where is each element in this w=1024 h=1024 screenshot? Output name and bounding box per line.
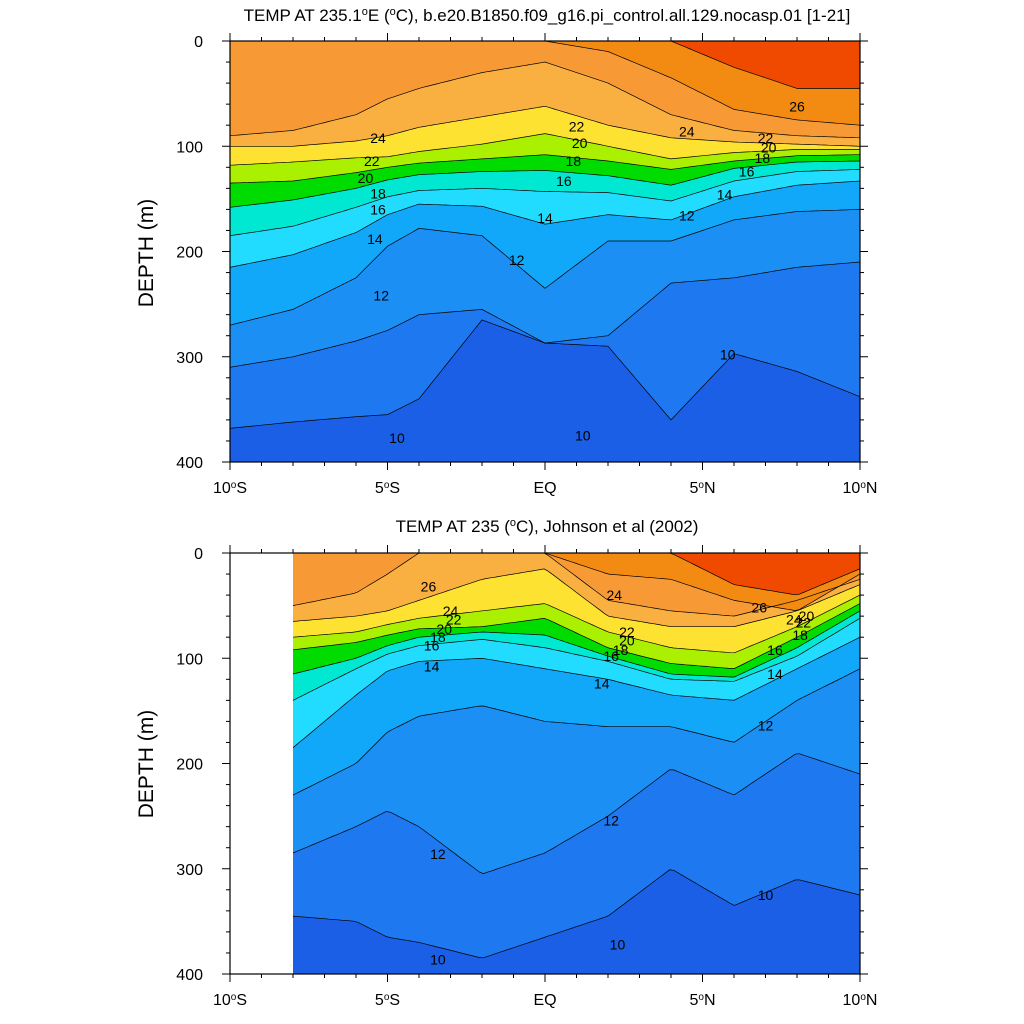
chart-title-observations: TEMP AT 235 (oC), Johnson et al (2002) xyxy=(396,517,699,536)
y-tick-label: 400 xyxy=(176,455,203,472)
contour-label: 20 xyxy=(436,621,452,637)
y-tick-label: 100 xyxy=(176,139,203,156)
contour-label: 26 xyxy=(421,579,437,595)
panel-model: 2422201816141212222018161424262220181614… xyxy=(135,6,877,497)
contour-label: 20 xyxy=(572,135,588,151)
contour-line-25 xyxy=(229,61,861,139)
contour-label: 24 xyxy=(443,603,459,619)
contour-label: 16 xyxy=(603,648,619,664)
x-tick-label: EQ xyxy=(533,992,556,1009)
contour-label: 16 xyxy=(370,201,386,217)
contour-label: 18 xyxy=(792,627,808,643)
contour-line-16 xyxy=(229,169,861,237)
contour-label: 22 xyxy=(364,153,380,169)
contour-label: 20 xyxy=(619,632,635,648)
contour-line-20 xyxy=(229,154,860,184)
y-tick-label: 200 xyxy=(176,757,203,774)
y-tick-label: 400 xyxy=(176,967,203,984)
y-tick-label: 200 xyxy=(176,245,203,262)
contour-label: 22 xyxy=(446,611,462,627)
contour-label: 14 xyxy=(717,187,733,203)
contour-label: 18 xyxy=(370,186,386,202)
contour-line-12 xyxy=(229,209,861,326)
contour-label: 12 xyxy=(679,208,695,224)
contour-label: 22 xyxy=(569,118,585,134)
x-tick-label: 10oS xyxy=(213,480,247,498)
contour-label: 24 xyxy=(679,124,695,140)
contour-label: 26 xyxy=(789,98,805,114)
y-tick-label: 300 xyxy=(176,350,203,367)
contour-label: 18 xyxy=(755,150,771,166)
contour-line-22 xyxy=(292,594,861,654)
contour-label: 10 xyxy=(389,430,405,446)
contour-line-24 xyxy=(230,105,861,147)
x-tick-label: EQ xyxy=(533,480,556,497)
x-tick-label: 10oN xyxy=(843,480,878,498)
chart-title-model: TEMP AT 235.1oE (oC), b.e20.B1850.f09_g1… xyxy=(244,6,851,25)
x-tick-label: 5oN xyxy=(689,992,715,1010)
y-tick-label: 300 xyxy=(176,862,203,879)
y-tick-label: 0 xyxy=(194,34,203,51)
contour-label: 24 xyxy=(786,611,802,627)
contour-label: 10 xyxy=(575,428,591,444)
contour-label: 10 xyxy=(720,347,736,363)
contour-label: 14 xyxy=(367,231,383,247)
contour-label: 14 xyxy=(767,666,783,682)
contour-label: 12 xyxy=(603,812,619,828)
contour-label: 14 xyxy=(594,676,610,692)
contour-line-20 xyxy=(292,603,861,669)
contour-label: 24 xyxy=(370,130,386,146)
contour-label: 12 xyxy=(509,252,525,268)
contour-label: 10 xyxy=(610,937,626,953)
y-axis-label-model: DEPTH (m) xyxy=(135,199,158,308)
y-tick-label: 0 xyxy=(194,546,203,563)
contour-label: 20 xyxy=(358,170,374,186)
contour-line-25 xyxy=(292,552,861,617)
panel-observations: 2624222018161424222018161426242220181614… xyxy=(135,517,877,1009)
contour-label: 16 xyxy=(424,638,440,654)
contour-label: 16 xyxy=(767,642,783,658)
contour-label: 24 xyxy=(607,587,623,603)
contour-line-11 xyxy=(292,753,861,874)
contour-label: 10 xyxy=(758,887,774,903)
contour-line-14 xyxy=(292,636,861,748)
contour-label: 14 xyxy=(537,210,553,226)
contour-line-18 xyxy=(292,610,861,678)
x-tick-label: 10oN xyxy=(843,992,878,1010)
contour-label: 20 xyxy=(799,608,815,624)
contour-label: 10 xyxy=(430,951,446,967)
contour-label: 14 xyxy=(424,659,440,675)
contour-label: 26 xyxy=(751,600,767,616)
y-tick-label: 100 xyxy=(176,651,203,668)
x-tick-label: 5oN xyxy=(689,480,715,498)
contour-label: 16 xyxy=(556,173,572,189)
x-tick-label: 10oS xyxy=(213,992,247,1010)
x-tick-label: 5oS xyxy=(375,480,400,498)
contour-label: 18 xyxy=(566,153,582,169)
contour-fill-27 xyxy=(293,553,860,595)
y-axis-label-observations: DEPTH (m) xyxy=(135,710,158,819)
contour-label: 12 xyxy=(758,718,774,734)
x-tick-label: 5oS xyxy=(375,992,400,1010)
contour-line-10 xyxy=(292,869,861,959)
contour-line-12 xyxy=(292,668,861,796)
contour-label: 22 xyxy=(758,130,774,146)
contour-label: 12 xyxy=(373,288,389,304)
contour-label: 18 xyxy=(430,629,446,645)
contour-line-11 xyxy=(229,261,861,368)
contour-label: 12 xyxy=(430,846,446,862)
contour-label: 18 xyxy=(613,642,629,658)
contour-label: 16 xyxy=(739,164,755,180)
contour-fill-27 xyxy=(230,41,860,89)
contour-label: 22 xyxy=(619,624,635,640)
contour-line-22 xyxy=(229,133,860,166)
contour-line-24 xyxy=(292,568,861,628)
contour-line-16 xyxy=(292,617,861,701)
contour-label: 22 xyxy=(796,614,812,630)
contour-line-18 xyxy=(229,160,861,208)
contour-fill-26 xyxy=(230,41,860,126)
contour-label: 20 xyxy=(761,139,777,155)
contour-line-14 xyxy=(229,180,861,268)
